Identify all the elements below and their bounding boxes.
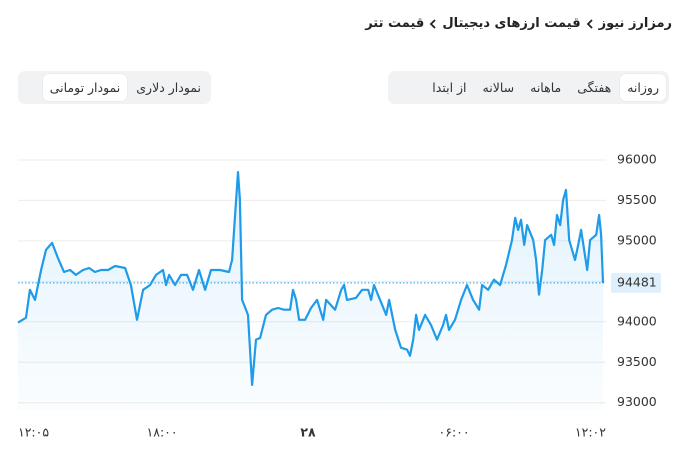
chevron xyxy=(586,18,593,29)
x-tick-label: ۱۸:۰۰ xyxy=(147,425,178,440)
y-tick-label: 94000 xyxy=(617,313,657,328)
tab[interactable]: نمودار دلاری xyxy=(136,80,201,95)
tab[interactable]: ماهانه xyxy=(530,80,562,95)
period-tabs: روزانه هفتگی ماهانه سالانه از ابتدا xyxy=(388,71,669,104)
chevron xyxy=(430,18,436,29)
current-value-label: 94481 xyxy=(617,274,657,289)
breadcrumb-link[interactable]: قیمت ارزهای دیجیتال xyxy=(442,16,581,31)
area xyxy=(18,172,603,410)
tab[interactable]: از ابتدا xyxy=(432,80,467,95)
breadcrumb-link[interactable]: رمزارز نیوز xyxy=(598,16,672,31)
tab[interactable]: نمودار تومانی xyxy=(42,74,128,101)
breadcrumb-current: قیمت تتر xyxy=(365,16,425,31)
currency-tabs: نمودار دلاری نمودار تومانی xyxy=(18,71,211,104)
y-tick-label: 93500 xyxy=(617,354,657,369)
breadcrumb: رمزارز نیوز قیمت ارزهای دیجیتال قیمت تتر xyxy=(365,16,672,31)
y-tick-label: 93000 xyxy=(617,394,657,409)
y-tick-label: 95000 xyxy=(617,232,657,247)
x-tick-label: ۰۶:۰۰ xyxy=(439,425,470,440)
tab[interactable]: سالانه xyxy=(482,80,515,95)
y-tick-label: 96000 xyxy=(617,151,657,166)
x-tick-label: ۲۸ xyxy=(300,425,316,440)
tab[interactable]: روزانه xyxy=(620,74,666,101)
x-tick-label: ۱۲:۰۲ xyxy=(575,425,606,440)
price-line xyxy=(17,171,605,386)
tab[interactable]: هفتگی xyxy=(577,80,612,95)
current-value-box xyxy=(611,272,661,293)
x-tick-label: ۱۲:۰۵ xyxy=(18,425,49,440)
y-tick-label: 95500 xyxy=(617,192,657,207)
